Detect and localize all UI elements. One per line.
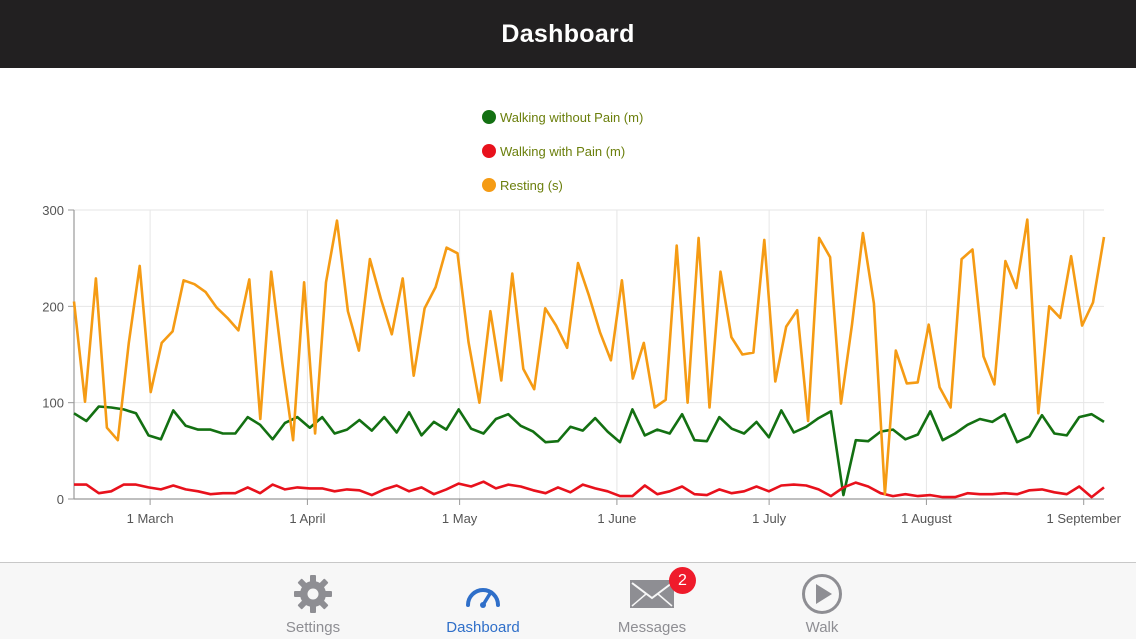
play-circle-icon <box>801 573 843 615</box>
series-line <box>74 480 1105 499</box>
tab-label: Messages <box>617 619 687 636</box>
legend-marker <box>482 178 496 192</box>
x-tick-label: 1 July <box>752 511 786 526</box>
y-tick-label: 300 <box>42 203 64 218</box>
navigation-bar: Dashboard <box>0 0 1136 68</box>
legend-label: Walking without Pain (m) <box>500 109 644 125</box>
tab-label: Settings <box>285 619 341 636</box>
legend-item-resting[interactable]: Resting (s) <box>482 168 643 202</box>
x-tick-label: 1 August <box>901 511 952 526</box>
speedometer-icon <box>463 573 503 615</box>
x-tick-label: 1 April <box>289 511 325 526</box>
y-tick-label: 0 <box>57 492 64 507</box>
unread-count-badge: 2 <box>669 567 696 594</box>
x-tick-label: 1 May <box>442 511 478 526</box>
y-tick-label: 100 <box>42 396 64 411</box>
chart-legend: Walking without Pain (m) Walking with Pa… <box>482 100 643 202</box>
x-tick-label: 1 June <box>597 511 636 526</box>
page-title: Dashboard <box>501 19 635 48</box>
legend-marker <box>482 144 496 158</box>
series-line <box>73 405 1105 497</box>
line-chart: 0 100 200 300 1 March 1 April 1 May 1 June 1 Jul… <box>42 203 1121 526</box>
x-tick-label: 1 March <box>127 511 174 526</box>
x-tick-label: 1 September <box>1046 511 1121 526</box>
envelope-icon: 2 <box>629 567 696 615</box>
legend-label: Walking with Pain (m) <box>500 143 626 159</box>
gear-icon <box>293 573 333 615</box>
tab-bar: Settings Dashboard 2 Messages <box>0 562 1136 639</box>
legend-marker <box>482 110 496 124</box>
tab-label: Walk <box>805 619 839 636</box>
tab-dashboard[interactable]: Dashboard <box>418 563 548 640</box>
tab-walk[interactable]: Walk <box>757 563 887 640</box>
y-tick-label: 200 <box>42 299 64 314</box>
legend-item-walking-without-pain[interactable]: Walking without Pain (m) <box>482 100 643 134</box>
legend-item-walking-with-pain[interactable]: Walking with Pain (m) <box>482 134 643 168</box>
tab-label: Dashboard <box>446 619 520 636</box>
legend-label: Resting (s) <box>500 177 563 193</box>
series-line <box>72 218 1106 496</box>
tab-settings[interactable]: Settings <box>248 563 378 640</box>
tab-messages[interactable]: 2 Messages <box>587 563 717 640</box>
